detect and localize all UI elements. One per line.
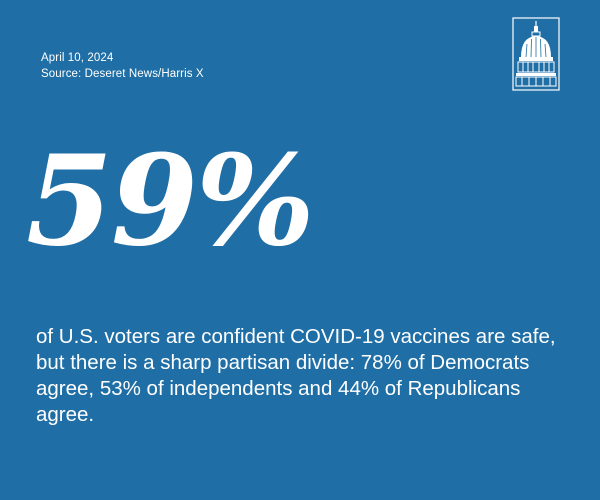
publish-date: April 10, 2024 [41,52,114,64]
caption-text: of U.S. voters are confident COVID-19 va… [36,325,556,426]
capitol-dome-icon [512,17,560,91]
source-line: Source: Deseret News/Harris X [41,68,204,80]
headline-percentage: 59% [26,128,315,274]
meta-info: April 10, 2024 Source: Deseret News/Harr… [41,50,204,82]
